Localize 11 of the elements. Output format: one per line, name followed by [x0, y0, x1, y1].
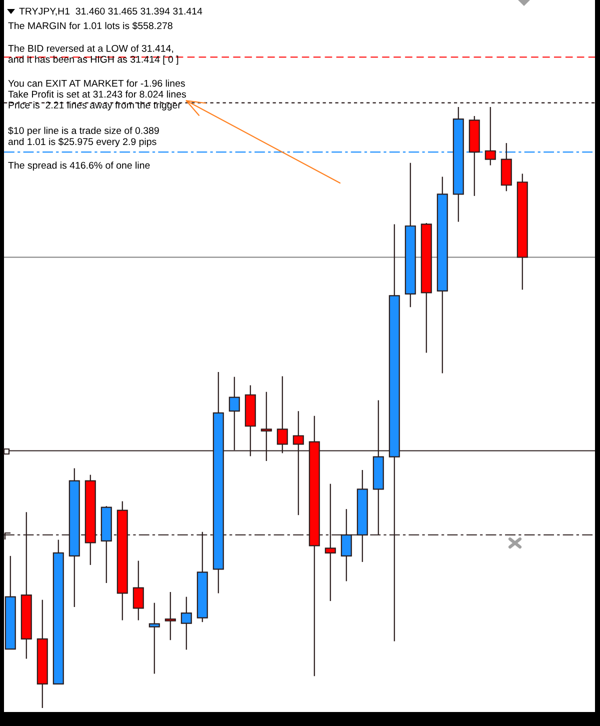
candlestick [148, 602, 160, 674]
annotation: You can EXIT AT MARKET for -1.96 lines Take Profit is set at 31.243 for 8.024 lines Price is 2.21 lines away from the trigger [8, 80, 186, 110]
candlestick [132, 560, 144, 621]
annotation: $10 per line is a trade size of 0.389 and 1.01 is $25.975 every 2.9 pips [8, 126, 159, 147]
candlestick [180, 596, 192, 650]
candlestick [484, 106, 496, 166]
text: The MARGIN for 1.01 lots is $558.278 [8, 22, 172, 30]
text: The BID reversed at a LOW of 31.414, and it has been as HIGH as 31.414 [ 0 ] [8, 44, 178, 65]
annotation: The spread is 416.6% of one line [8, 162, 150, 171]
candlestick [164, 591, 176, 641]
chart-title: TRYJPY,H1 31.460 31.465 31.394 31.414 [19, 8, 202, 16]
